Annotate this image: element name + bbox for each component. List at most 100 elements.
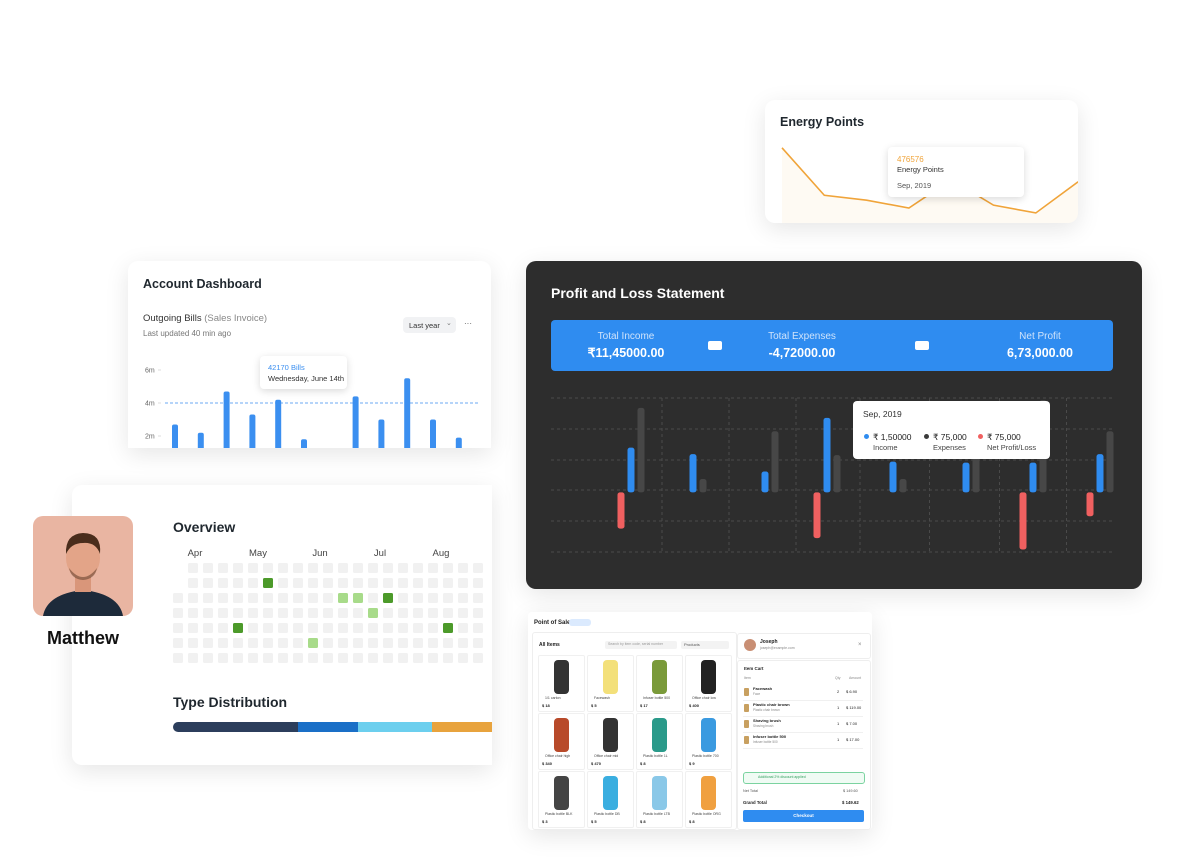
cart-qty: 1	[837, 721, 840, 726]
search-box[interactable]: Search by item code, serial number	[605, 641, 677, 649]
heat-cell	[443, 608, 453, 618]
checkout-button[interactable]: Checkout	[743, 810, 864, 822]
heat-cell	[458, 638, 468, 648]
heat-cell	[458, 608, 468, 618]
all-items: All Items	[539, 642, 560, 648]
heat-cell	[278, 623, 288, 633]
heat-cell	[353, 638, 363, 648]
bar	[833, 455, 841, 493]
heat-cell	[443, 653, 453, 663]
period-select[interactable]: Last year ⌄	[403, 317, 456, 333]
heat-cell	[203, 653, 213, 663]
segment	[358, 722, 432, 732]
profile-name: Matthew	[47, 628, 119, 648]
heat-cell	[248, 608, 258, 618]
product-tile[interactable]: Office chair low $ 400	[685, 655, 732, 712]
heat-cell	[203, 578, 213, 588]
product-price: $ 8	[640, 761, 646, 766]
close[interactable]: ×	[858, 642, 862, 648]
subtitle-note: (Sales Invoice)	[204, 313, 268, 324]
heat-cell	[398, 638, 408, 648]
bar	[1029, 462, 1037, 493]
heat-cell	[368, 623, 378, 633]
product-price: $ 3	[542, 819, 548, 824]
heat-cell	[443, 563, 453, 573]
product-tile[interactable]: 1/1 carton $ 18	[538, 655, 585, 712]
heat-cell	[338, 578, 348, 588]
tooltip: Sep, 2019 ₹ 1,50000 Income ₹ 75,000 Expense…	[853, 401, 1050, 459]
summary-label: Total Income	[597, 331, 655, 342]
pos-card: Point of Sale All Items Search by item c…	[528, 612, 872, 830]
pos-title: Point of Sale	[534, 620, 571, 626]
heat-cell	[278, 578, 288, 588]
grand-value: $ 149.62	[842, 800, 859, 805]
heat-cell	[353, 623, 363, 633]
heat-cell	[248, 578, 258, 588]
divider	[743, 700, 863, 701]
heat-cell	[413, 623, 423, 633]
tooltip-date: Sep, 2019	[897, 181, 932, 190]
product-tile[interactable]: Plastic bottle ORG $ 8	[685, 771, 732, 828]
bar	[617, 492, 625, 529]
heat-cell	[473, 593, 483, 603]
product-image	[652, 660, 667, 694]
filter-box[interactable]: Products	[681, 641, 729, 649]
bar	[1096, 454, 1104, 493]
product-price: $ 340	[542, 761, 553, 766]
product-tile[interactable]: Office chair mid $ 470	[587, 713, 634, 770]
heat-cell	[263, 593, 273, 603]
product-tile[interactable]: Infuser bottle 500 $ 17	[636, 655, 683, 712]
summary-label: Net Profit	[1019, 331, 1061, 342]
cart-item: Infuser bottle 500	[753, 734, 787, 739]
customer-name: Joseph	[760, 639, 778, 645]
heat-cell	[308, 593, 318, 603]
heat-cell	[278, 653, 288, 663]
heat-cell	[218, 638, 228, 648]
tooltip-value: ₹ 1,50000	[873, 432, 912, 442]
heat-cell	[263, 638, 273, 648]
cart-head: Item	[744, 676, 751, 680]
menu[interactable]: ···	[464, 319, 472, 328]
items-panel: All Items Search by item code, serial nu…	[532, 632, 737, 830]
heat-cell	[338, 623, 348, 633]
product-tile[interactable]: Plastic bottle 1L $ 8	[636, 713, 683, 770]
divider	[743, 716, 863, 717]
area	[782, 147, 1078, 223]
product-price: $ 400	[689, 703, 700, 708]
customer-email: joseph@example.com	[760, 646, 795, 650]
heat-cell	[248, 593, 258, 603]
legend-dot	[864, 434, 869, 439]
heat-cell	[443, 578, 453, 588]
product-tile[interactable]: Plastic bottle 700 $ 9	[685, 713, 732, 770]
product-name: Plastic bottle LTB	[643, 812, 670, 816]
heat-cell	[428, 608, 438, 618]
heat-cell	[263, 653, 273, 663]
heat-cell	[398, 653, 408, 663]
net-label: Net Total	[743, 789, 758, 793]
heat-cell	[248, 638, 258, 648]
heat-cell	[353, 608, 363, 618]
heat-cell	[383, 608, 393, 618]
product-tile[interactable]: Plastic bottle LTB $ 8	[636, 771, 683, 828]
heat-cell	[383, 653, 393, 663]
product-tile[interactable]: Facewash $ 5	[587, 655, 634, 712]
heat-cell	[368, 563, 378, 573]
product-tile[interactable]: Office chair high $ 340	[538, 713, 585, 770]
grand-label: Grand Total	[743, 800, 767, 805]
equals-icon	[915, 341, 929, 350]
product-image	[603, 660, 618, 694]
heat-cell	[458, 593, 468, 603]
heat-cell	[398, 563, 408, 573]
heat-cell	[398, 578, 408, 588]
product-tile[interactable]: Plastic bottle DB $ 5	[587, 771, 634, 828]
bar	[455, 437, 462, 448]
customer-box: Joseph joseph@example.com ×	[737, 633, 871, 659]
divider	[743, 732, 863, 733]
cart-sub: Face	[753, 692, 761, 696]
heat-cell	[218, 578, 228, 588]
heat-cell	[413, 593, 423, 603]
heat-cell	[203, 638, 213, 648]
product-tile[interactable]: Plastic bottle BLK $ 3	[538, 771, 585, 828]
bar	[1086, 492, 1094, 517]
segment	[298, 722, 358, 732]
